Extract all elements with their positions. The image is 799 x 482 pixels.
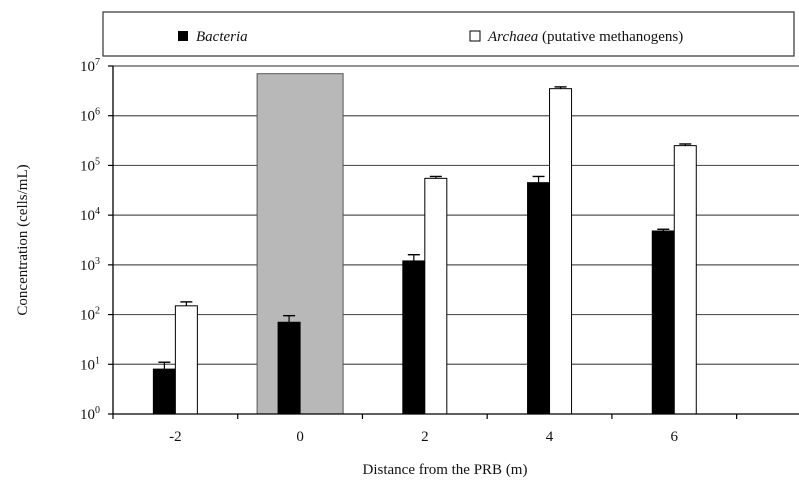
x-tick-label: 0 xyxy=(296,429,304,445)
y-tick-label: 107 xyxy=(80,57,100,75)
y-tick-label: 100 xyxy=(80,405,100,423)
legend-swatch-archaea xyxy=(469,30,481,42)
legend-box xyxy=(102,11,795,57)
y-tick-label: 101 xyxy=(80,355,100,373)
x-tick-label: -2 xyxy=(169,429,182,445)
bar-bacteria xyxy=(152,368,176,415)
y-tick-label: 103 xyxy=(80,256,100,274)
bar-archaea xyxy=(673,145,697,415)
bar-archaea xyxy=(424,177,448,415)
y-tick-label: 104 xyxy=(80,206,100,224)
bar-bacteria xyxy=(402,260,426,415)
y-tick-label: 102 xyxy=(80,306,100,324)
y-tick-label: 106 xyxy=(80,107,100,125)
x-tick-label: 6 xyxy=(671,429,679,445)
bar-archaea xyxy=(174,305,198,415)
x-tick-label: 2 xyxy=(421,429,429,445)
bars xyxy=(152,86,697,415)
bar-bacteria xyxy=(651,230,675,415)
bar-bacteria xyxy=(527,182,551,415)
x-tick-labels: -2 0 2 4 6 xyxy=(169,429,678,445)
y-tick-labels: 100 101 102 103 104 105 106 107 xyxy=(80,57,100,423)
axes xyxy=(108,65,799,419)
x-tick-label: 4 xyxy=(546,429,554,445)
legend-label-bacteria: Bacteria xyxy=(196,29,248,45)
bar-archaea xyxy=(549,88,573,415)
y-tick-label: 105 xyxy=(80,156,100,174)
bar-bacteria xyxy=(277,321,301,415)
legend: Bacteria Archaea (putative methanogens) xyxy=(102,11,795,57)
legend-swatch-bacteria xyxy=(178,31,188,41)
legend-label-archaea: Archaea (putative methanogens) xyxy=(487,29,683,45)
x-axis-label: Distance from the PRB (m) xyxy=(363,462,528,478)
y-axis-label: Concentration (cells/mL) xyxy=(15,164,31,315)
